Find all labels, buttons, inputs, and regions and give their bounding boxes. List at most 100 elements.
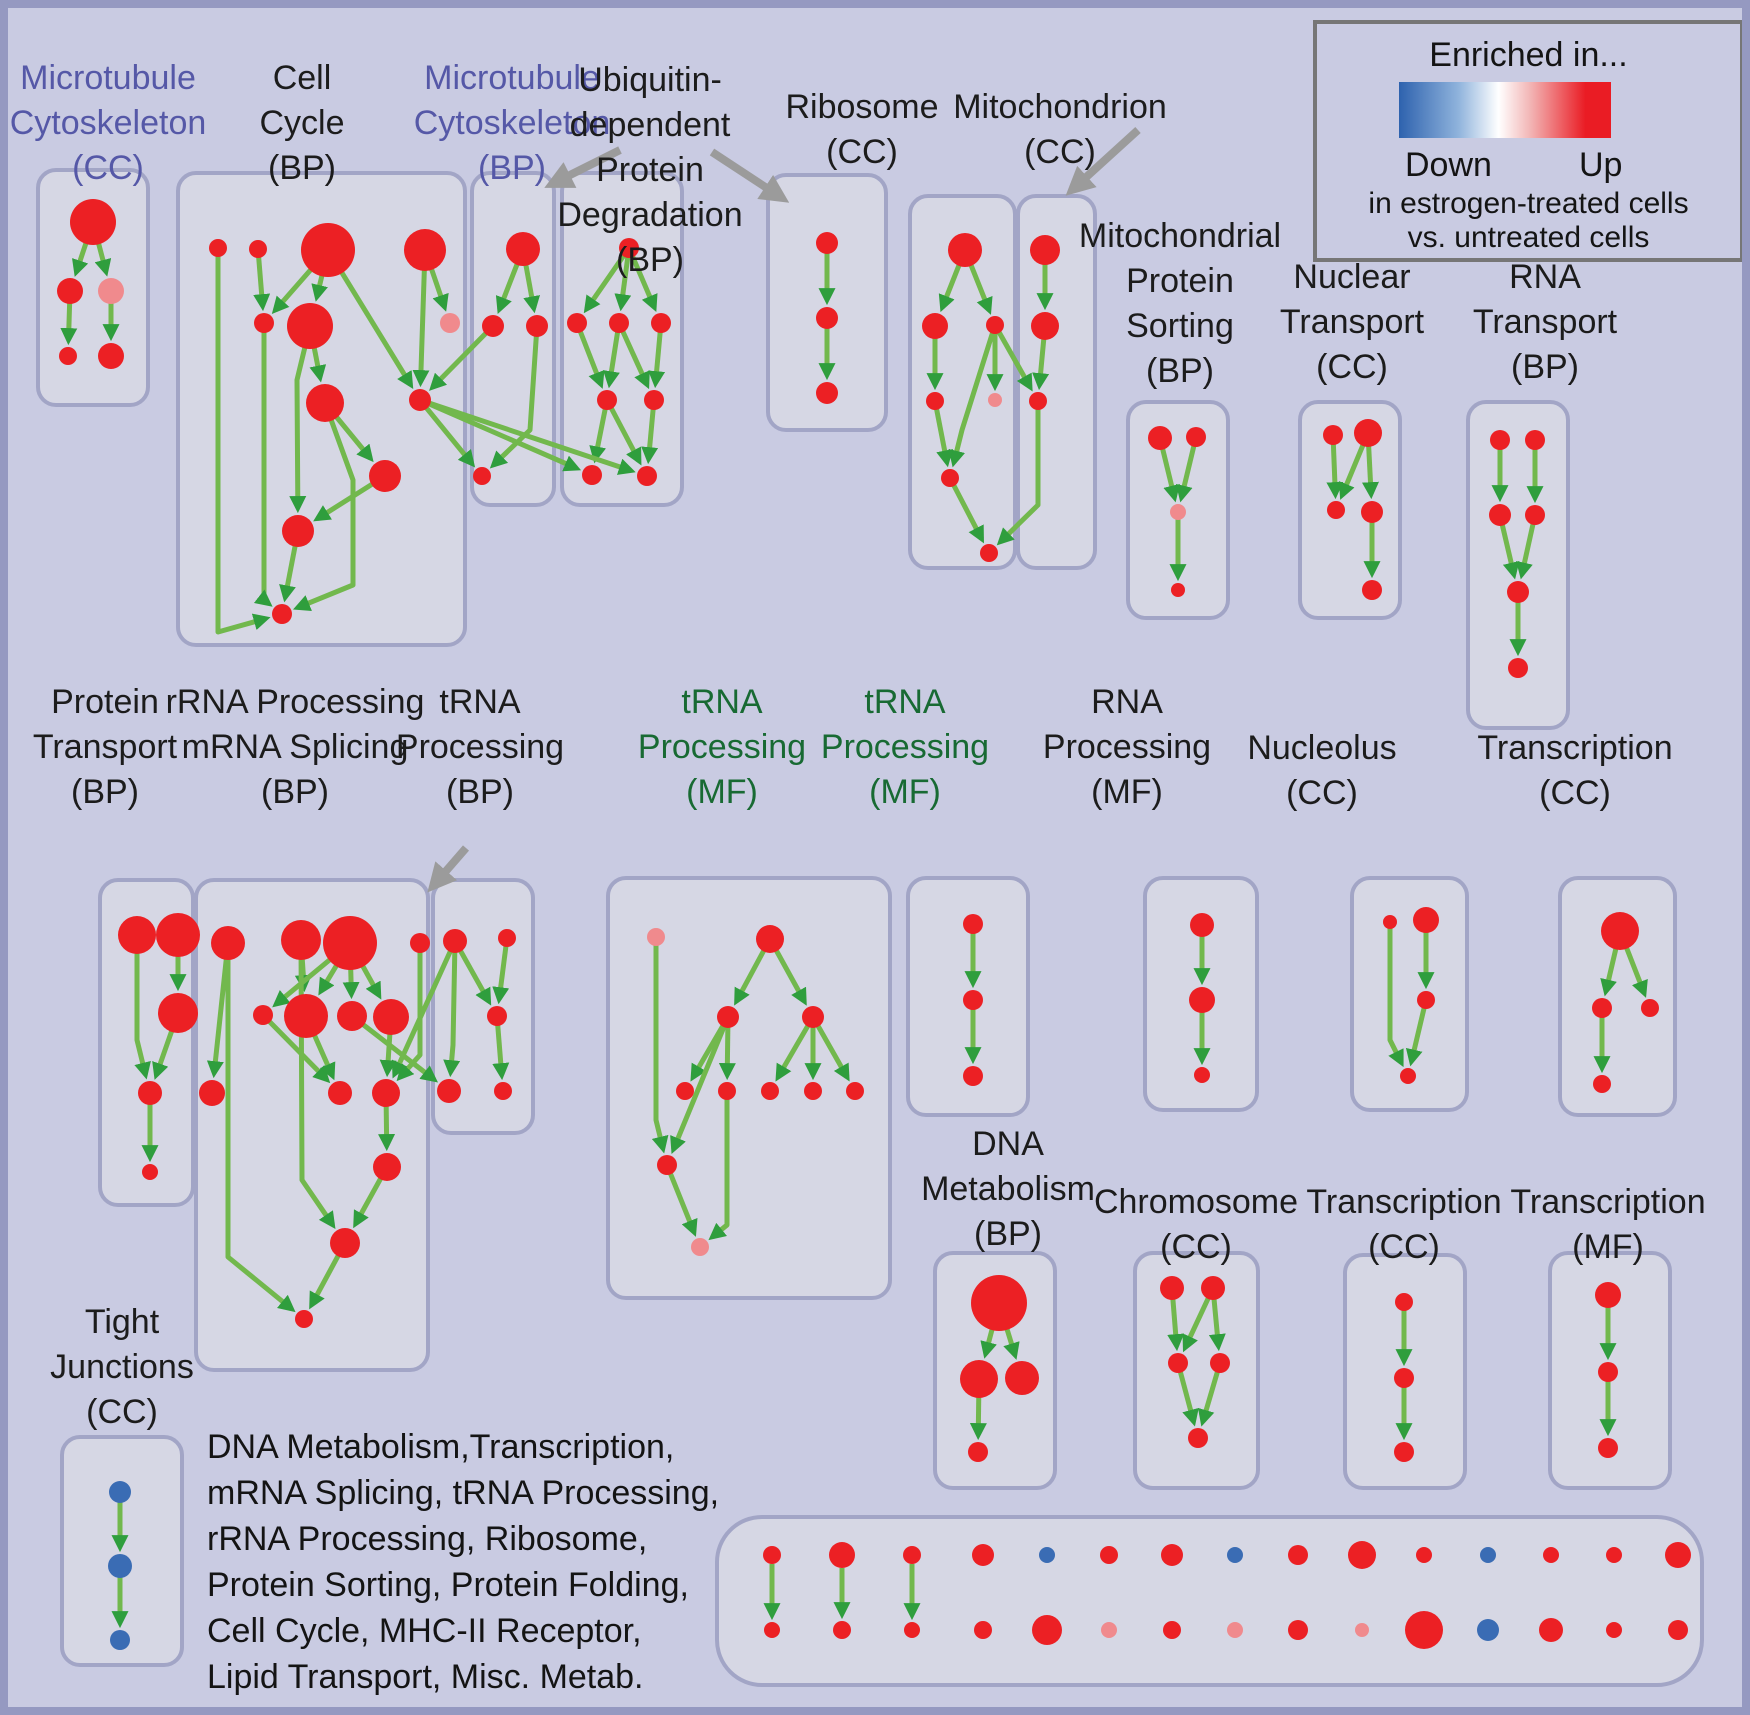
label-dna-metabolism-bp: DNA Metabolism (BP) [921, 1125, 1095, 1253]
label-rna-processing-mf: RNA Processing (MF) [1042, 683, 1212, 811]
go-term-node [1354, 419, 1382, 447]
go-term-node [1171, 583, 1185, 597]
go-term-node [1005, 1361, 1039, 1395]
go-term-node [282, 515, 314, 547]
go-term-node [1543, 1547, 1559, 1563]
go-term-node [369, 460, 401, 492]
go-term-node [597, 390, 617, 410]
label-mitochondrial-protein-sorting-bp: Mitochondrial Protein Sorting (BP) [1078, 217, 1282, 390]
go-term-node [1201, 1276, 1225, 1300]
go-term-node [249, 240, 267, 258]
label-nucleolus-cc: Nucleolus (CC) [1247, 729, 1397, 812]
go-term-node [306, 384, 344, 422]
go-term-node [1189, 987, 1215, 1013]
edge-arrow [429, 324, 495, 391]
go-term-node [209, 239, 227, 257]
go-term-node [70, 199, 116, 245]
go-term-node [281, 920, 321, 960]
go-term-node [328, 1081, 352, 1105]
go-term-node [473, 467, 491, 485]
go-term-node [295, 1310, 313, 1328]
go-term-node [1598, 1438, 1618, 1458]
go-term-node [1101, 1622, 1117, 1638]
legend-gradient-bar [1399, 82, 1611, 138]
go-term-node [1210, 1353, 1230, 1373]
go-term-node [1160, 1276, 1184, 1300]
edge-arrow [1516, 514, 1538, 580]
legend-down-label: Down [1405, 146, 1492, 184]
go-term-node [373, 999, 409, 1035]
go-term-node [1606, 1547, 1622, 1563]
go-term-node [1395, 1293, 1413, 1311]
go-term-node [1194, 1067, 1210, 1083]
go-term-node [1170, 504, 1186, 520]
go-term-node [410, 933, 430, 953]
go-term-node [1190, 913, 1214, 937]
go-term-node [1405, 1611, 1443, 1649]
go-term-node [108, 1554, 132, 1578]
go-term-node [619, 238, 639, 258]
go-term-node [57, 278, 83, 304]
legend-caption-line2: vs. untreated cells [1407, 221, 1650, 254]
edge-arrow [604, 398, 642, 466]
label-pointer-arrow [709, 148, 790, 203]
go-term-node [404, 229, 446, 271]
edge-arrow [443, 940, 461, 1078]
go-term-node [1288, 1545, 1308, 1565]
go-term-node [1489, 504, 1511, 526]
go-term-node [829, 1542, 855, 1568]
go-term-node [1416, 1547, 1432, 1563]
go-term-node [903, 1546, 921, 1564]
go-term-node [1539, 1618, 1563, 1642]
edge-arrow [574, 322, 605, 389]
label-pointer-arrow [427, 845, 470, 893]
go-term-node [1394, 1442, 1414, 1462]
go-term-node [647, 928, 665, 946]
edge-arrow [648, 322, 666, 389]
go-term-node [1507, 581, 1529, 603]
go-term-node [948, 233, 982, 267]
go-term-node [301, 223, 355, 277]
go-term-node [972, 1544, 994, 1566]
cluster-box-ribosome-cc [908, 194, 1017, 570]
edge-arrow [996, 401, 1041, 546]
go-term-node [963, 1066, 983, 1086]
go-term-node [409, 389, 431, 411]
edge-arrow [350, 1014, 439, 1083]
cluster-box-chromosome-cc [1133, 1251, 1260, 1490]
cluster-box-nucleolus-cc [1350, 876, 1469, 1112]
go-term-node [963, 990, 983, 1010]
edge-arrow [134, 935, 151, 1080]
go-term-node [158, 993, 198, 1033]
go-term-node [337, 1001, 367, 1031]
color-legend: Enriched in... Down Up in estrogen-treat… [1313, 20, 1744, 262]
edge-arrow [616, 321, 650, 390]
miscellaneous-categories-text: DNA Metabolism,Transcription, mRNA Splic… [207, 1428, 720, 1696]
go-term-node [1348, 1541, 1376, 1569]
go-term-node [651, 313, 671, 333]
go-term-node [980, 544, 998, 562]
go-term-node [98, 343, 124, 369]
go-term-node [974, 1621, 992, 1639]
go-term-node [1601, 912, 1639, 950]
go-term-node [609, 313, 629, 333]
edge-arrow [651, 937, 669, 1154]
go-term-node [986, 316, 1004, 334]
legend-up-label: Up [1579, 146, 1623, 184]
edge-arrow [215, 248, 271, 635]
edge-arrow [412, 249, 430, 388]
edge-arrow [293, 402, 356, 611]
go-term-node [960, 1360, 998, 1398]
label-trna-processing-bp: tRNA Processing (BP) [395, 683, 565, 811]
label-rna-transport-bp: RNA Transport (BP) [1472, 258, 1618, 386]
label-trna-processing-mf-2: tRNA Processing (MF) [820, 683, 990, 811]
go-term-node [199, 1080, 225, 1106]
go-term-node [816, 307, 838, 329]
label-pointer-arrows-layer [427, 127, 1141, 893]
go-term-node [1592, 998, 1612, 1018]
edge-arrow [948, 324, 998, 468]
go-term-node [1508, 658, 1528, 678]
go-term-node [676, 1082, 694, 1100]
go-term-node [1148, 426, 1172, 450]
go-term-node [1168, 1353, 1188, 1373]
